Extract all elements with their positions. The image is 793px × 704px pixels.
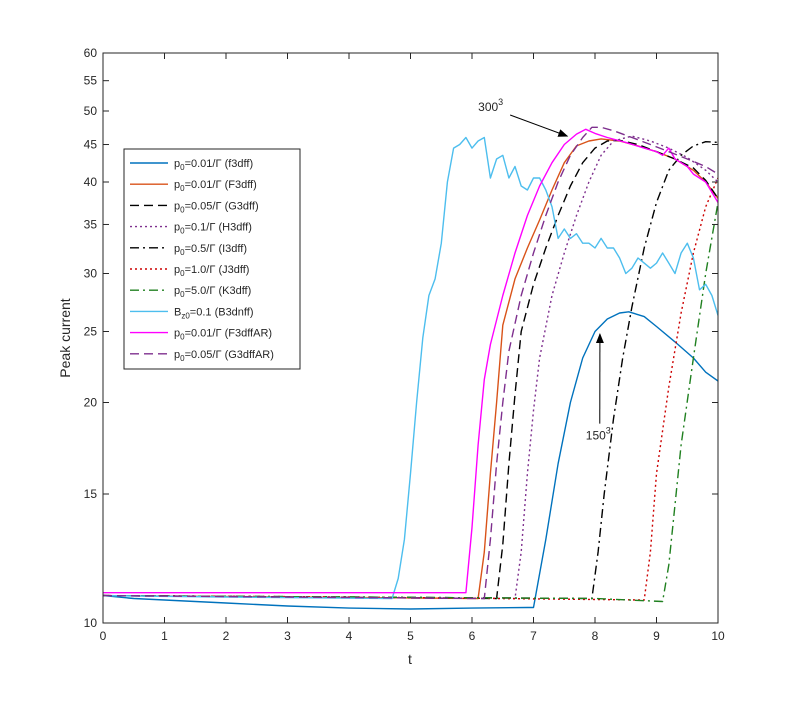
legend-entry: p0=0.01/Γ (F3dff) (174, 179, 257, 193)
y-tick-label: 15 (84, 487, 98, 501)
legend-entry: p0=0.1/Γ (H3dff) (174, 222, 252, 236)
x-tick-label: 1 (161, 629, 168, 643)
legend-entry-rest: =5.0/Γ (K3dff) (185, 285, 252, 297)
y-tick-label: 40 (84, 175, 98, 189)
x-tick-label: 2 (223, 629, 230, 643)
y-tick-label: 25 (84, 325, 98, 339)
y-tick-label: 55 (84, 74, 98, 88)
x-tick-label: 8 (592, 629, 599, 643)
legend-entry-rest: =0.1 (B3dnff) (190, 306, 254, 318)
y-tick-label: 10 (84, 616, 98, 630)
legend-entry-rest: =0.5/Γ (I3dff) (185, 243, 247, 255)
y-axis-label: Peak current (57, 298, 73, 377)
y-tick-label: 50 (84, 104, 98, 118)
x-tick-label: 5 (407, 629, 414, 643)
x-tick-label: 9 (653, 629, 660, 643)
legend-entry: p0=0.5/Γ (I3dff) (174, 243, 247, 257)
annotation-superscript: 3 (498, 97, 503, 107)
legend-entry: p0=0.01/Γ (F3dffAR) (174, 328, 272, 342)
x-axis-label: t (408, 651, 412, 667)
legend-entry-rest: =0.01/Γ (F3dffAR) (185, 328, 272, 340)
legend-entry: p0=0.01/Γ (f3dff) (174, 158, 253, 172)
legend-entry: p0=5.0/Γ (K3dff) (174, 285, 251, 299)
x-tick-label: 4 (346, 629, 353, 643)
legend: p0=0.01/Γ (f3dff) p0=0.01/Γ (F3dff) p0=0.0… (124, 149, 300, 369)
legend-entry-main: B (174, 306, 181, 318)
legend-entry-rest: =1.0/Γ (J3dff) (185, 264, 250, 276)
legend-entry: p0=0.05/Γ (G3dff) (174, 200, 259, 214)
legend-entry-rest: =0.01/Γ (F3dff) (185, 179, 257, 191)
legend-entry-rest: =0.05/Γ (G3dffAR) (185, 349, 274, 361)
x-tick-label: 10 (711, 629, 725, 643)
legend-entry-rest: =0.1/Γ (H3dff) (185, 222, 252, 234)
legend-entry-rest: =0.01/Γ (f3dff) (185, 158, 254, 170)
x-tick-label: 6 (469, 629, 476, 643)
annotation-superscript: 3 (606, 426, 611, 436)
y-tick-label: 35 (84, 217, 98, 231)
x-tick-label: 0 (100, 629, 107, 643)
legend-entry: p0=1.0/Γ (J3dff) (174, 264, 249, 278)
y-tick-label: 60 (84, 46, 98, 60)
y-tick-label: 20 (84, 395, 98, 409)
x-tick-label: 7 (530, 629, 537, 643)
y-tick-label: 30 (84, 267, 98, 281)
legend-entry: p0=0.05/Γ (G3dffAR) (174, 349, 274, 363)
y-tick-label: 45 (84, 138, 98, 152)
legend-entry-rest: =0.05/Γ (G3dff) (185, 200, 259, 212)
x-tick-label: 3 (284, 629, 291, 643)
